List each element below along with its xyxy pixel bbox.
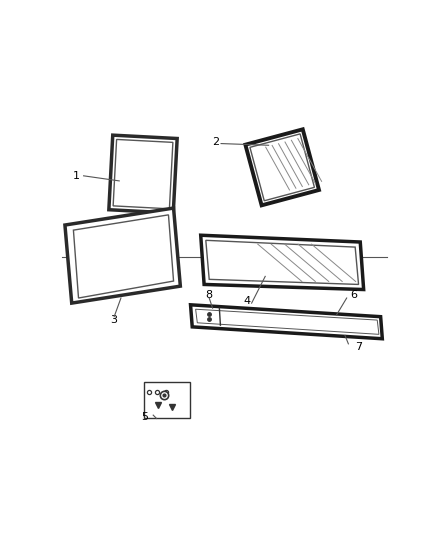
Polygon shape [65, 208, 180, 303]
Polygon shape [196, 309, 379, 334]
Polygon shape [245, 130, 319, 205]
Polygon shape [113, 140, 173, 209]
Text: 7: 7 [355, 342, 362, 352]
Polygon shape [206, 240, 359, 285]
Text: 1: 1 [73, 171, 80, 181]
Polygon shape [191, 305, 382, 339]
Text: 3: 3 [111, 315, 118, 325]
Polygon shape [109, 135, 177, 213]
Text: 4: 4 [243, 296, 250, 306]
Text: 6: 6 [350, 289, 357, 300]
Polygon shape [201, 235, 364, 289]
Polygon shape [250, 134, 314, 201]
Polygon shape [74, 215, 173, 298]
Bar [144, 382, 190, 418]
Text: 2: 2 [212, 137, 219, 147]
Text: 5: 5 [141, 412, 148, 422]
Text: 8: 8 [205, 289, 213, 300]
